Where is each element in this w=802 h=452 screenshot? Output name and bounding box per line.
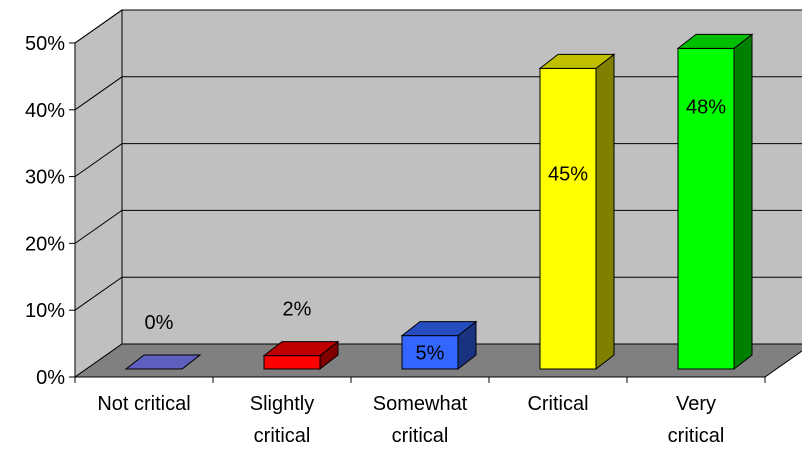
category-label: Slightly critical [250, 393, 314, 447]
category-label-line: Slightly [250, 393, 314, 415]
y-tick-label: 40% [25, 100, 65, 122]
bar-4 [676, 33, 754, 371]
bar-front [263, 355, 321, 370]
bar-3 [538, 53, 616, 371]
data-label: 2% [283, 299, 312, 321]
bar-top [400, 321, 478, 337]
category-label-line: Not critical [97, 393, 190, 415]
data-label: 5% [416, 342, 445, 364]
category-label-line: Somewhat [373, 393, 468, 415]
category-labels: Not critical Slightly critical Somewhat crit… [97, 393, 724, 447]
bar-top [262, 341, 340, 357]
category-label-line: critical [254, 425, 311, 447]
data-label: 48% [686, 96, 726, 118]
category-label-line: critical [392, 425, 449, 447]
category-label: Somewhat critical [373, 393, 468, 447]
data-label: 0% [145, 312, 174, 334]
bar-side [595, 53, 615, 371]
data-labels: 0% 2% 5% 45% 48% [145, 96, 727, 364]
category-label: Critical [527, 393, 588, 415]
gridline [74, 9, 802, 44]
y-tick-labels: 0% 10% 20% 30% 40% 50% [25, 33, 65, 389]
bar-side [733, 33, 753, 371]
bar-top [676, 33, 754, 49]
bar-front [539, 67, 597, 370]
bar-top [124, 354, 202, 370]
bar-0 [124, 354, 202, 370]
data-label: 45% [548, 163, 588, 185]
category-label-line: Very [676, 393, 716, 415]
category-label-line: Critical [527, 393, 588, 415]
category-label: Very critical [668, 393, 725, 447]
y-tick-label: 10% [25, 300, 65, 322]
bars [124, 33, 754, 371]
bar-top [538, 53, 616, 69]
side-wall [74, 9, 123, 378]
bar-1 [262, 340, 340, 371]
category-label-line: critical [668, 425, 725, 447]
y-tick-label: 30% [25, 167, 65, 189]
bar-2 [400, 320, 478, 371]
category-label: Not critical [97, 393, 190, 415]
y-tick-label: 20% [25, 233, 65, 255]
y-tick-label: 50% [25, 33, 65, 55]
axes [69, 42, 766, 383]
y-tick-label: 0% [36, 367, 65, 389]
